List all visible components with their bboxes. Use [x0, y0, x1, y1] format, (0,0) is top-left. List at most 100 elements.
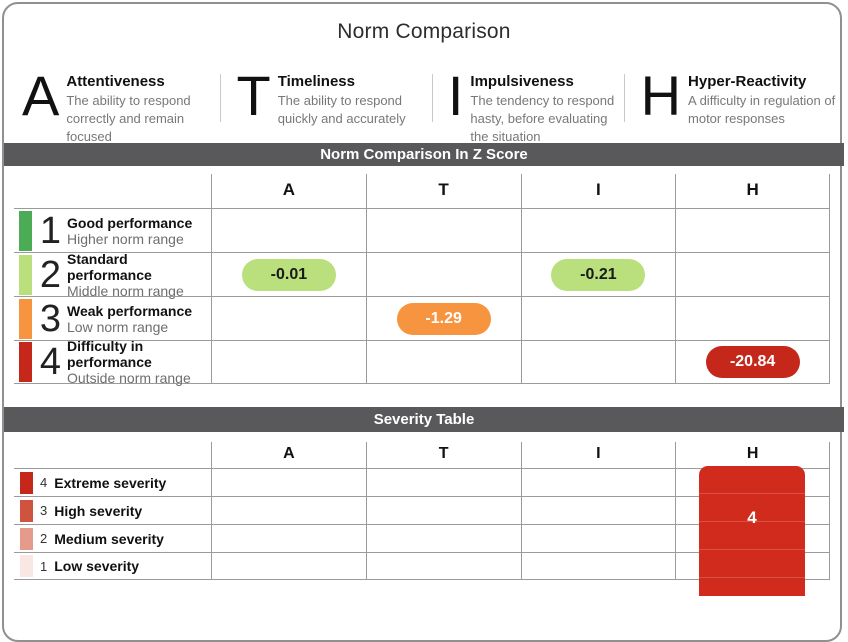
- severity-row-label-2: 2 Medium severity: [14, 524, 211, 552]
- severity-cell-a-4: [211, 468, 366, 496]
- level-number: 2: [37, 254, 64, 296]
- domain-title: Impulsiveness: [470, 73, 620, 90]
- domain-letter-h: H: [641, 70, 679, 122]
- level-number: 1: [37, 210, 64, 252]
- z-cell-t-2: [366, 252, 521, 296]
- domain-attentiveness: A Attentiveness The ability to respond c…: [6, 64, 220, 143]
- level-subtitle: Higher norm range: [67, 231, 192, 247]
- level-title: Standard performance: [67, 251, 211, 283]
- severity-col-header-h: H: [675, 442, 830, 468]
- level-subtitle: Outside norm range: [67, 370, 211, 386]
- severity-table-corner: [14, 442, 211, 468]
- domain-letter-i: I: [448, 70, 462, 122]
- severity-row-label-1: 1 Low severity: [14, 552, 211, 580]
- severity-number: 4: [40, 475, 47, 490]
- severity-color-bar: [20, 555, 33, 577]
- severity-cell-t-1: [366, 552, 521, 580]
- severity-label: Medium severity: [54, 531, 164, 547]
- domain-letter-a: A: [22, 70, 57, 122]
- domain-description: The tendency to respond hasty, before ev…: [470, 92, 620, 146]
- severity-banner: Severity Table: [4, 407, 844, 432]
- level-subtitle: Low norm range: [67, 319, 192, 335]
- z-row-label-2: 2 Standard performance Middle norm range: [14, 252, 211, 296]
- severity-row-label-4: 4 Extreme severity: [14, 468, 211, 496]
- z-row-label-1: 1 Good performance Higher norm range: [14, 208, 211, 252]
- domain-timeliness: T Timeliness The ability to respond quic…: [221, 64, 432, 143]
- domain-description: A difficulty in regulation of motor resp…: [688, 92, 838, 128]
- z-row-label-3: 3 Weak performance Low norm range: [14, 296, 211, 340]
- severity-cell-t-2: [366, 524, 521, 552]
- z-cell-a-4: [211, 340, 366, 384]
- z-cell-t-4: [366, 340, 521, 384]
- domain-text: Hyper-Reactivity A difficulty in regulat…: [688, 70, 838, 128]
- domain-text: Attentiveness The ability to respond cor…: [66, 70, 216, 146]
- severity-cell-i-4: [521, 468, 676, 496]
- severity-color-bar: [20, 472, 33, 494]
- severity-result-block: 4: [699, 466, 805, 596]
- severity-label: Low severity: [54, 558, 139, 574]
- z-score-pill-i: -0.21: [551, 259, 645, 291]
- level-number: 4: [37, 341, 64, 383]
- z-cell-a-2: -0.01: [211, 252, 366, 296]
- domain-title: Hyper-Reactivity: [688, 73, 838, 90]
- severity-cell-a-3: [211, 496, 366, 524]
- z-cell-t-1: [366, 208, 521, 252]
- domain-title: Attentiveness: [66, 73, 216, 90]
- severity-cell-a-2: [211, 524, 366, 552]
- level-color-bar: [19, 342, 32, 382]
- severity-label: High severity: [54, 503, 142, 519]
- severity-cell-i-3: [521, 496, 676, 524]
- z-cell-h-2: [675, 252, 830, 296]
- domain-text: Impulsiveness The tendency to respond ha…: [470, 70, 620, 146]
- z-score-banner: Norm Comparison In Z Score: [4, 143, 844, 166]
- z-col-header-h: H: [675, 174, 830, 208]
- severity-result-value: 4: [747, 508, 756, 596]
- domain-legend: A Attentiveness The ability to respond c…: [6, 64, 842, 143]
- severity-number: 2: [40, 531, 47, 546]
- severity-cell-t-3: [366, 496, 521, 524]
- level-texts: Weak performance Low norm range: [67, 303, 192, 335]
- z-row-label-4: 4 Difficulty in performance Outside norm…: [14, 340, 211, 384]
- severity-label: Extreme severity: [54, 475, 166, 491]
- z-cell-h-3: [675, 296, 830, 340]
- z-col-header-i: I: [521, 174, 676, 208]
- severity-cell-a-1: [211, 552, 366, 580]
- z-cell-a-3: [211, 296, 366, 340]
- severity-cell-t-4: [366, 468, 521, 496]
- z-cell-i-1: [521, 208, 676, 252]
- domain-title: Timeliness: [278, 73, 428, 90]
- severity-col-header-i: I: [521, 442, 676, 468]
- level-color-bar: [19, 299, 32, 339]
- level-texts: Difficulty in performance Outside norm r…: [67, 338, 211, 386]
- severity-cell-i-1: [521, 552, 676, 580]
- z-cell-h-1: [675, 208, 830, 252]
- level-number: 3: [37, 298, 64, 340]
- domain-letter-t: T: [237, 70, 269, 122]
- domain-description: The ability to respond quickly and accur…: [278, 92, 428, 128]
- z-cell-i-3: [521, 296, 676, 340]
- z-table-corner: [14, 174, 211, 208]
- severity-color-bar: [20, 528, 33, 550]
- domain-text: Timeliness The ability to respond quickl…: [278, 70, 428, 128]
- severity-row-label-3: 3 High severity: [14, 496, 211, 524]
- z-cell-i-4: [521, 340, 676, 384]
- level-texts: Standard performance Middle norm range: [67, 251, 211, 299]
- z-cell-i-2: -0.21: [521, 252, 676, 296]
- severity-color-bar: [20, 500, 33, 522]
- domain-hyper-reactivity: H Hyper-Reactivity A difficulty in regul…: [625, 64, 842, 143]
- z-col-header-t: T: [366, 174, 521, 208]
- level-texts: Good performance Higher norm range: [67, 215, 192, 247]
- severity-col-header-t: T: [366, 442, 521, 468]
- z-score-pill-t: -1.29: [397, 303, 491, 335]
- z-cell-t-3: -1.29: [366, 296, 521, 340]
- z-cell-a-1: [211, 208, 366, 252]
- level-title: Difficulty in performance: [67, 338, 211, 370]
- level-color-bar: [19, 255, 32, 295]
- level-color-bar: [19, 211, 32, 251]
- z-score-pill-h: -20.84: [706, 346, 800, 378]
- domain-description: The ability to respond correctly and rem…: [66, 92, 216, 146]
- z-score-pill-a: -0.01: [242, 259, 336, 291]
- level-title: Weak performance: [67, 303, 192, 319]
- severity-col-header-a: A: [211, 442, 366, 468]
- level-title: Good performance: [67, 215, 192, 231]
